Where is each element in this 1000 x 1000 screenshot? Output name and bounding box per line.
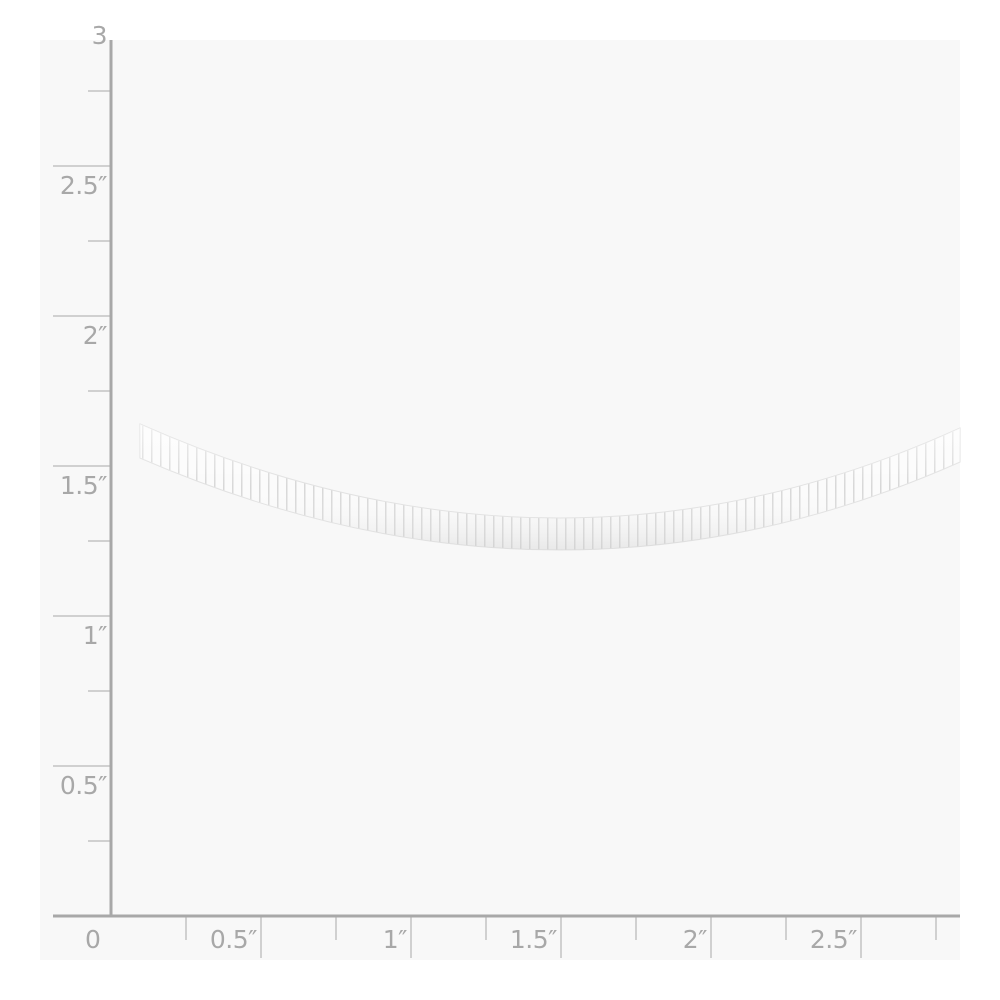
x-axis-label: 1.5″ [509,925,558,954]
x-axis-label: 0.5″ [209,925,258,954]
x-axis-label: 0 [85,925,101,954]
ruler-axes [53,40,960,958]
y-axis-label: 1.5″ [59,471,108,500]
y-axis-label: 0.5″ [59,771,108,800]
x-axis-label: 2.5″ [809,925,858,954]
y-axis-label: 3 [91,21,108,50]
y-axis-label: 2.5″ [59,171,108,200]
y-axis-label: 2″ [82,321,108,350]
y-axis-label: 1″ [82,621,108,650]
x-axis-label: 2″ [682,925,708,954]
x-axis-label: 1″ [382,925,408,954]
chain [139,423,961,551]
